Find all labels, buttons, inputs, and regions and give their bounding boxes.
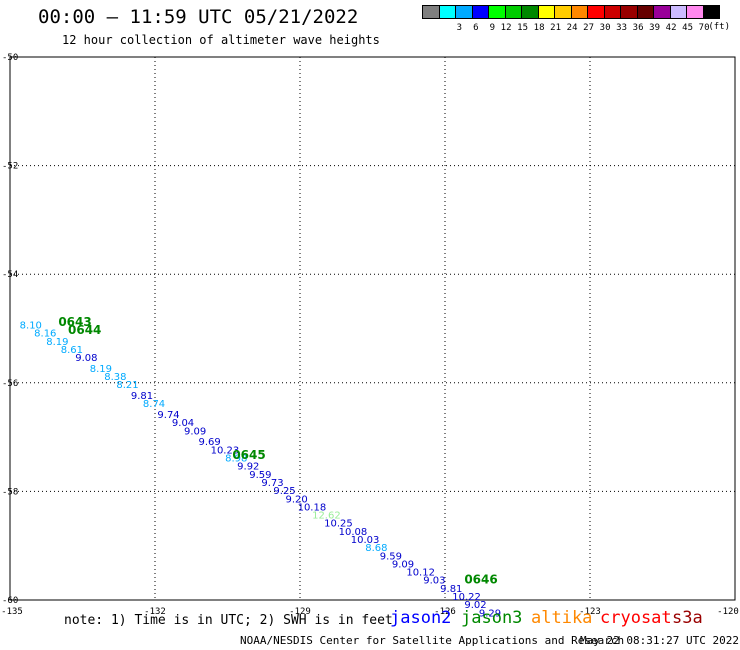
legend-label: 45 bbox=[682, 23, 693, 33]
legend-label: 15 bbox=[517, 23, 528, 33]
page-subtitle: 12 hour collection of altimeter wave hei… bbox=[62, 33, 380, 47]
legend-label: 6 bbox=[473, 23, 479, 33]
wave-height-label: 8.38 bbox=[104, 372, 126, 383]
legend-swatch: 70 bbox=[686, 5, 710, 33]
wave-height-color-legend: 3 6 9 12 15 18 21 24 27 30 33 36 39 42 45 70 bbox=[422, 5, 720, 33]
wave-height-label: 9.03 bbox=[423, 576, 445, 587]
legend-swatch: 30 bbox=[587, 5, 611, 33]
latitude-tick-label: -60 bbox=[2, 596, 18, 606]
legend-label: 24 bbox=[566, 23, 578, 33]
longitude-tick-label: -126 bbox=[434, 607, 456, 617]
wave-height-label: 8.98 bbox=[225, 454, 247, 465]
legend-label: 3 bbox=[456, 23, 462, 33]
satellite-jason3: jason3 bbox=[461, 608, 523, 628]
legend-swatch: 9 bbox=[471, 5, 495, 33]
wave-height-label: 9.09 bbox=[184, 426, 206, 437]
pass-time-label: 0644 bbox=[68, 323, 101, 337]
legend-label: 9 bbox=[489, 23, 495, 33]
longitude-tick-label: -123 bbox=[579, 607, 601, 617]
legend-swatch: 12 bbox=[488, 5, 512, 33]
map-frame bbox=[9, 56, 736, 601]
wave-height-label: 9.29 bbox=[479, 608, 501, 619]
latitude-tick-label: -54 bbox=[2, 270, 18, 280]
legend-label: 39 bbox=[649, 23, 660, 33]
wave-height-label: 9.02 bbox=[464, 600, 486, 611]
latitude-tick-label: -58 bbox=[2, 487, 18, 497]
satellite-s3a: s3a bbox=[672, 608, 703, 628]
legend-swatch: 24 bbox=[554, 5, 578, 33]
legend-label: 33 bbox=[616, 23, 627, 33]
wave-height-label: 9.59 bbox=[380, 551, 402, 562]
legend-swatch: 45 bbox=[669, 5, 693, 33]
legend-label: 21 bbox=[550, 23, 561, 33]
legend-label: 18 bbox=[533, 23, 545, 33]
wave-height-label: 8.16 bbox=[34, 329, 56, 340]
pass-time-label: 0646 bbox=[464, 573, 497, 587]
wave-height-label: 9.04 bbox=[172, 418, 194, 429]
satellite-cryosat: cryosat bbox=[600, 608, 672, 628]
longitude-tick-label: -132 bbox=[144, 607, 166, 617]
credit-line: NOAA/NESDIS Center for Satellite Applica… bbox=[240, 634, 625, 647]
wave-height-label: 8.68 bbox=[365, 543, 387, 554]
wave-height-label: 10.23 bbox=[211, 445, 240, 456]
pass-time-label: 0645 bbox=[232, 448, 265, 462]
legend-label: 12 bbox=[500, 23, 512, 33]
latitude-tick-label: -50 bbox=[2, 53, 18, 63]
wave-height-label: 10.12 bbox=[406, 568, 435, 579]
wave-height-label: 9.69 bbox=[199, 437, 221, 448]
wave-height-label: 8.21 bbox=[116, 380, 138, 391]
legend-swatch: 27 bbox=[570, 5, 594, 33]
longitude-tick-label: -129 bbox=[289, 607, 311, 617]
wave-height-label: 10.08 bbox=[339, 527, 368, 538]
wave-height-label: 9.81 bbox=[131, 391, 153, 402]
wave-height-label: 10.22 bbox=[452, 592, 481, 603]
longitude-tick-label: -135 bbox=[1, 607, 23, 617]
wave-height-label: 8.61 bbox=[61, 345, 83, 356]
wave-height-label: 9.25 bbox=[273, 486, 295, 497]
wave-height-label: 8.74 bbox=[143, 399, 165, 410]
longitude-tick-label: -120 bbox=[717, 607, 739, 617]
wave-height-label: 9.74 bbox=[157, 410, 179, 421]
legend-label: 70 bbox=[698, 23, 710, 33]
pass-time-label: 0643 bbox=[58, 315, 91, 329]
wave-height-label: 9.59 bbox=[249, 470, 271, 481]
satellite-jason2: jason2 bbox=[390, 608, 452, 628]
wave-height-label: 9.73 bbox=[261, 478, 283, 489]
legend-swatch bbox=[702, 5, 720, 19]
legend-label: 27 bbox=[583, 23, 594, 33]
legend-unit: (ft) bbox=[708, 22, 730, 32]
legend-label: 30 bbox=[599, 23, 611, 33]
wave-height-label: 10.25 bbox=[324, 519, 353, 530]
wave-height-label: 8.19 bbox=[46, 337, 68, 348]
wave-height-label: 10.18 bbox=[298, 502, 327, 513]
wave-height-label: 9.81 bbox=[440, 584, 462, 595]
page-title: 00:00 — 11:59 UTC 05/21/2022 bbox=[38, 6, 359, 28]
wave-height-label: 8.10 bbox=[20, 321, 42, 332]
satellite-altika: altika bbox=[531, 608, 593, 628]
wave-height-label: 8.19 bbox=[90, 364, 112, 375]
wave-height-label: 12.62 bbox=[312, 511, 341, 522]
legend-label: 36 bbox=[632, 23, 644, 33]
footer-note: note: 1) Time is in UTC; 2) SWH is in fe… bbox=[64, 613, 393, 628]
latitude-tick-label: -56 bbox=[2, 379, 18, 389]
wave-height-label: 10.03 bbox=[351, 535, 380, 546]
wave-height-label: 9.09 bbox=[392, 559, 414, 570]
wave-height-label: 9.20 bbox=[286, 494, 308, 505]
wave-height-label: 9.92 bbox=[237, 462, 259, 473]
generated-timestamp: May 22 08:31:27 UTC 2022 bbox=[580, 634, 739, 647]
legend-label: 42 bbox=[665, 23, 677, 33]
wave-height-label: 9.08 bbox=[75, 353, 97, 364]
latitude-tick-label: -52 bbox=[2, 162, 18, 172]
